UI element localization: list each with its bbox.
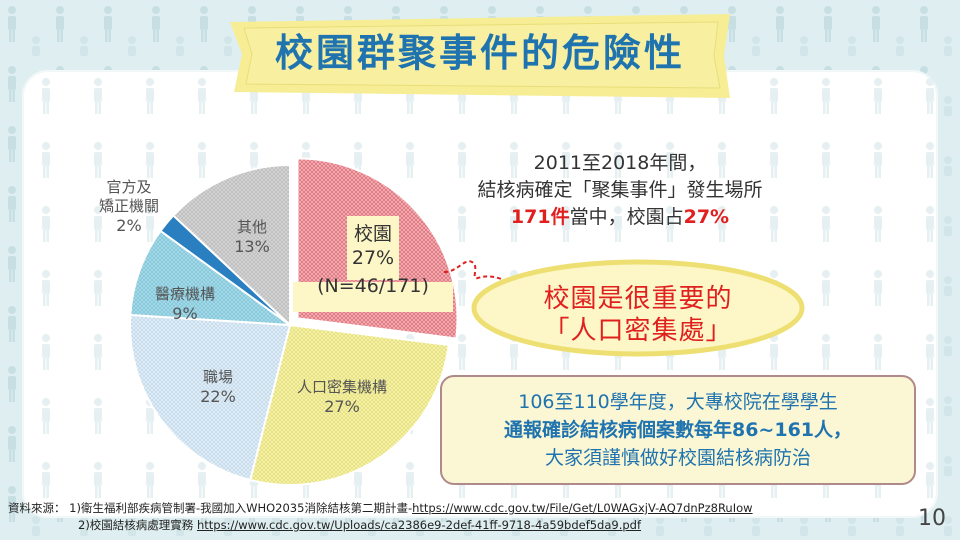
source-row1: 資料來源： 1)衛生福利部疾病管制署-我國加入WHO2035消除結核第二期計畫-…	[8, 500, 753, 517]
source-row2: 2)校園結核病處理實務 https://www.cdc.gov.tw/Uploa…	[8, 517, 753, 534]
label-official-pct: 2%	[116, 216, 142, 235]
highlight-bubble	[471, 259, 805, 357]
label-other: 其他 13%	[222, 218, 282, 256]
label-medical-name: 醫療機構	[154, 285, 215, 303]
source-item2-link[interactable]: https://www.cdc.gov.tw/Uploads/ca2386e9-…	[196, 518, 642, 532]
label-dense-name: 人口密集機構	[296, 378, 387, 396]
label-official-line1: 官方及	[106, 178, 152, 196]
label-medical-pct: 9%	[172, 304, 198, 323]
label-workplace-name: 職場	[202, 368, 233, 386]
headline-pct: 27%	[683, 206, 730, 228]
label-other-pct: 13%	[234, 237, 270, 256]
headline-line1: 2011至2018年間，	[533, 152, 707, 174]
label-campus-name: 校園	[353, 223, 392, 245]
pie-slice-medical	[129, 229, 294, 327]
bubble-line1: 校園是很重要的	[543, 284, 733, 314]
label-dense: 人口密集機構 27%	[282, 378, 402, 416]
label-workplace-pct: 22%	[200, 387, 236, 406]
label-medical: 醫療機構 9%	[140, 285, 230, 323]
label-campus-pct: 27%	[351, 247, 395, 269]
title-banner	[230, 14, 730, 98]
page-title: 校園群聚事件的危險性	[274, 31, 685, 75]
bubble-text: 校園是很重要的 「人口密集處」	[470, 283, 806, 347]
page-number: 10	[918, 506, 946, 531]
pie-slice-dense	[248, 323, 450, 486]
headline: 2011至2018年間， 結核病確定「聚集事件」發生場所 171件當中，校園占2…	[430, 150, 810, 231]
label-other-name: 其他	[236, 218, 267, 236]
label-campus-n: (N=46/171)	[317, 275, 429, 297]
source-notes: 資料來源： 1)衛生福利部疾病管制署-我國加入WHO2035消除結核第二期計畫-…	[8, 500, 753, 534]
info-box-text: 106至110學年度，大專校院在學學生 通報確診結核病個案數每年86~161人，…	[440, 388, 916, 472]
label-official-line2: 矯正機關	[98, 197, 159, 215]
info-line3: 大家須謹慎做好校園結核病防治	[544, 447, 811, 469]
source-label: 資料來源：	[8, 501, 66, 515]
source-item1-text: 1)衛生福利部疾病管制署-我國加入WHO2035消除結核第二期計畫-	[69, 501, 413, 515]
source-item2-text: 2)校園結核病處理實務	[78, 518, 197, 532]
label-workplace: 職場 22%	[188, 368, 248, 406]
headline-line3: 171件當中，校園占27%	[430, 204, 810, 231]
info-line1: 106至110學年度，大專校院在學學生	[518, 391, 838, 413]
bubble-line2: 「人口密集處」	[543, 316, 733, 346]
headline-count: 171件	[510, 206, 570, 228]
label-campus: 校園 27% (N=46/171)	[293, 222, 453, 298]
pie-slice-other	[171, 163, 291, 328]
info-box	[440, 375, 916, 485]
label-official: 官方及 矯正機關 2%	[84, 178, 174, 235]
pie-slice-workplace	[129, 313, 292, 482]
headline-line2: 結核病確定「聚集事件」發生場所	[477, 179, 763, 201]
headline-mid: 當中，校園占	[569, 206, 684, 228]
label-dense-pct: 27%	[324, 397, 360, 416]
campus-label-box	[293, 216, 453, 312]
info-line2: 通報確診結核病個案數每年86~161人，	[503, 419, 853, 441]
source-item1-link[interactable]: https://www.cdc.gov.tw/File/Get/L0WAGxjV…	[412, 501, 753, 515]
